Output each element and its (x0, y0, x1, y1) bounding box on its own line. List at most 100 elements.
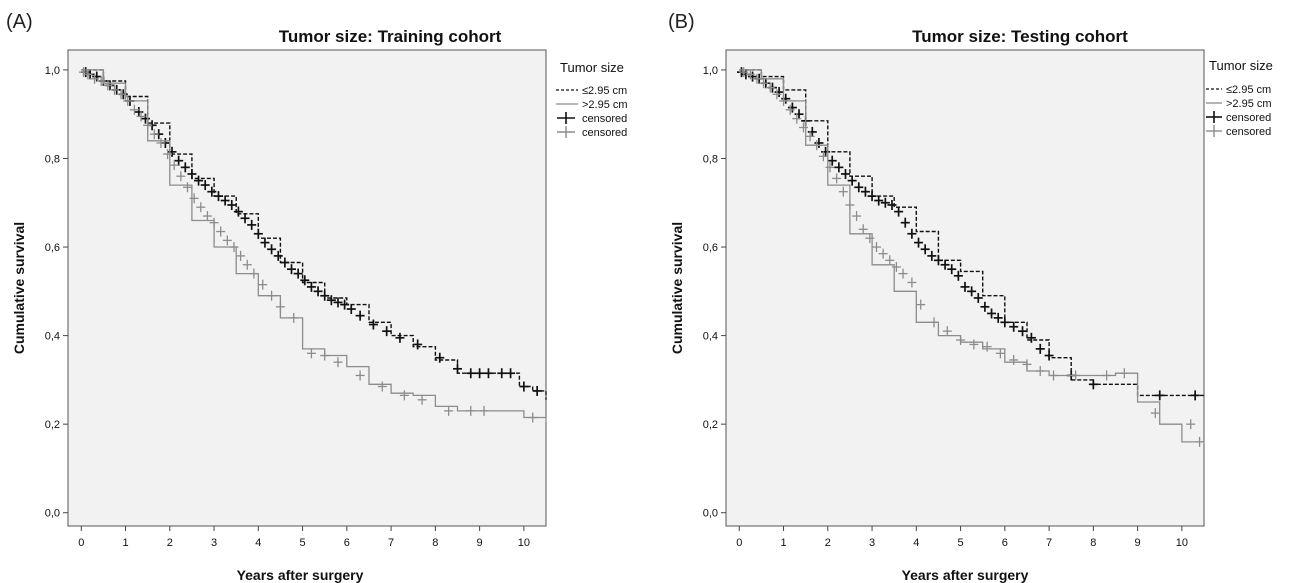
censored-marker (452, 363, 462, 374)
censored-marker (900, 217, 910, 228)
censored-marker (953, 270, 963, 281)
legend-entry-censored-small-b: censored (1226, 112, 1271, 124)
censored-marker (832, 173, 842, 184)
censored-marker (340, 299, 350, 310)
censored-marker (253, 228, 263, 239)
censored-marker (874, 195, 884, 206)
censored-marker (306, 348, 316, 359)
censored-marker (222, 235, 232, 246)
censored-marker (987, 308, 997, 319)
censored-marker (852, 211, 862, 222)
y-tick-label: 0,0 (703, 508, 718, 520)
censored-marker (180, 162, 190, 173)
censored-marker (202, 211, 212, 222)
y-axis-title-a: Cumulative survival (11, 222, 27, 354)
censored-marker (227, 199, 237, 210)
x-axis-title-b: Years after surgery (902, 567, 1029, 583)
y-tick-label: 0,0 (45, 508, 60, 520)
censored-marker (313, 286, 323, 297)
censored-marker (497, 368, 507, 379)
censored-marker (236, 250, 246, 261)
x-tick-label: 10 (518, 537, 530, 549)
censored-marker (748, 71, 758, 82)
censored-marker (812, 140, 822, 151)
censored-marker (479, 405, 489, 416)
censored-marker (134, 106, 144, 117)
censored-marker (805, 131, 815, 142)
censored-marker (355, 370, 365, 381)
censored-marker (765, 82, 775, 93)
censored-marker (914, 237, 924, 248)
censored-marker (947, 264, 957, 275)
censored-marker (995, 348, 1005, 359)
x-tick-label: 9 (1135, 537, 1141, 549)
censored-marker (860, 186, 870, 197)
censored-marker (818, 151, 828, 162)
x-tick-label: 0 (736, 537, 742, 549)
legend-entry-censored-large-b: censored (1226, 126, 1271, 138)
x-tick-label: 8 (432, 537, 438, 549)
censored-marker (189, 193, 199, 204)
censored-marker (1102, 370, 1112, 381)
axes-a: 0 1 2 3 4 5 6 7 8 9 10 0,0 0,2 0,4 0,6 0,8 1,0 (45, 65, 530, 549)
panel-b: (B) Tumor size: Testing cohort 0 1 2 3 4 5 6 7 8… (668, 11, 1273, 583)
x-tick-label: 10 (1176, 537, 1188, 549)
censored-marker (845, 199, 855, 210)
censored-marker (933, 255, 943, 266)
censored-marker (834, 162, 844, 173)
censored-marker (103, 80, 113, 91)
censored-marker (880, 197, 890, 208)
censored-marker (920, 244, 930, 255)
censored-marker (739, 67, 749, 78)
x-tick-label: 3 (211, 537, 217, 549)
censored-marker (894, 206, 904, 217)
censored-marker (878, 248, 888, 259)
censored-marker (116, 89, 126, 100)
censored-marker (326, 295, 336, 306)
censored-marker (1026, 332, 1036, 343)
censored-marker (528, 412, 538, 423)
censored-marker (260, 237, 270, 248)
censored-marker (242, 259, 252, 270)
censored-marker (355, 310, 365, 321)
censored-marker (1071, 370, 1081, 381)
legend-entry-small-a: ≤2.95 cm (582, 85, 627, 97)
censored-marker (907, 277, 917, 288)
censored-marker (885, 255, 895, 266)
censored-marker (466, 368, 476, 379)
censored-marker (306, 281, 316, 292)
censored-marker (92, 71, 102, 82)
censored-marker (149, 129, 159, 140)
censored-marker (320, 350, 330, 361)
censored-marker (973, 292, 983, 303)
censored-marker (916, 299, 926, 310)
y-tick-label: 1,0 (45, 65, 60, 77)
censored-marker (196, 202, 206, 213)
censored-marker (1022, 359, 1032, 370)
censored-marker (785, 104, 795, 115)
censored-marker (176, 171, 186, 182)
censored-marker (275, 301, 285, 312)
censored-marker (293, 268, 303, 279)
censored-marker (794, 109, 804, 120)
survival-curve-large-tumor (81, 69, 547, 422)
chart-title-b: Tumor size: Testing cohort (912, 27, 1128, 46)
censored-marker (200, 180, 210, 191)
censored-marker (90, 73, 100, 84)
censored-marker (267, 244, 277, 255)
censored-marker (123, 95, 133, 106)
censored-marker (267, 290, 277, 301)
censored-marker (1009, 321, 1019, 332)
censored-marker (1195, 436, 1205, 447)
legend-entry-censored-large-a: censored (582, 127, 627, 139)
legend-title-a: Tumor size (560, 60, 624, 75)
censored-marker (854, 182, 864, 193)
censored-marker (368, 319, 378, 330)
censored-marker (1155, 390, 1165, 401)
censored-marker (969, 339, 979, 350)
censored-marker (273, 250, 283, 261)
censored-marker (300, 275, 310, 286)
censored-marker (346, 304, 356, 315)
censored-marker (774, 87, 784, 98)
x-tick-label: 1 (780, 537, 786, 549)
